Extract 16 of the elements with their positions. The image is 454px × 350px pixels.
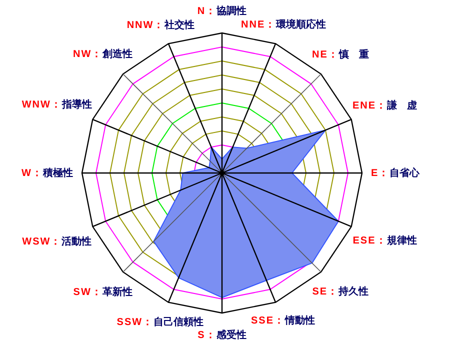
category-label: SW：革新性 (73, 287, 132, 298)
category-label: WSW：活動性 (22, 236, 92, 248)
category-label: E：自省心 (371, 168, 420, 179)
category-label: ENE：謙 虚 (352, 100, 418, 112)
category-label: SE：持久性 (312, 286, 369, 298)
category-label: S：感受性 (198, 330, 246, 341)
category-label: NE：慎 重 (312, 50, 369, 61)
category-label: W：積極性 (22, 168, 73, 179)
category-label: ESE：規律性 (352, 235, 417, 246)
category-label: NNW：社交性 (126, 20, 195, 32)
category-label: N：協調性 (197, 6, 247, 17)
category-label: SSE：情動性 (251, 315, 316, 326)
category-label: NW：創造性 (73, 48, 133, 60)
category-label: NNE：環境順応性 (241, 19, 326, 30)
category-label: WNW：指導性 (22, 100, 92, 111)
category-label: SSW：自己信頼性 (116, 317, 204, 328)
